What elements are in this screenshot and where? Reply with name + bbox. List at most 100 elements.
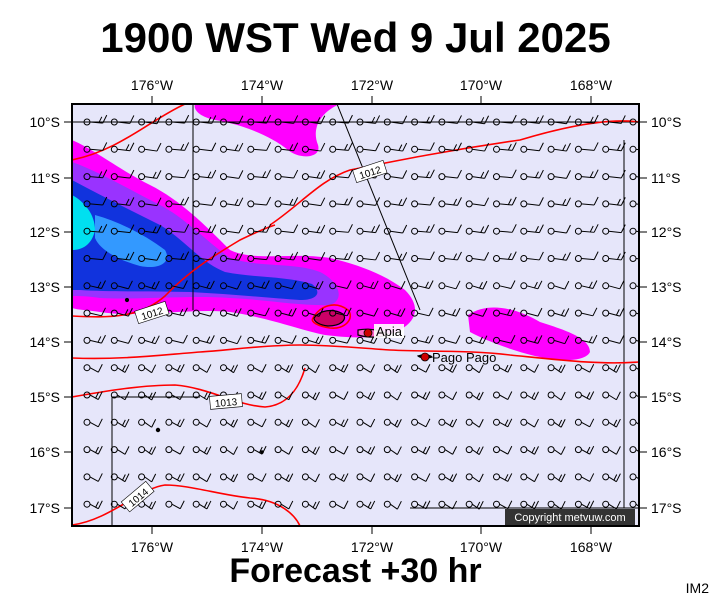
wind-barb xyxy=(356,224,381,235)
wind-barb xyxy=(247,224,272,235)
isobar-north-curve xyxy=(269,120,639,226)
wind-barb xyxy=(411,445,431,455)
wind-barb xyxy=(520,224,544,235)
wind-barb xyxy=(83,473,103,482)
wind-barb xyxy=(220,418,239,428)
wind-barb xyxy=(438,115,462,126)
wind-barb xyxy=(165,364,185,373)
wind-barb xyxy=(629,336,639,344)
wind-barb xyxy=(247,142,272,153)
wind-barb xyxy=(329,224,353,235)
wind-barb xyxy=(220,335,242,345)
wind-barb xyxy=(465,224,490,235)
wind-barb xyxy=(411,473,431,482)
wind-barb xyxy=(301,115,326,126)
wind-barb xyxy=(192,473,212,483)
wind-barb xyxy=(520,251,544,262)
wind-barb xyxy=(110,197,135,208)
wind-barb xyxy=(383,142,408,153)
longitude-label: 172°W xyxy=(351,539,394,555)
wind-barb xyxy=(192,169,217,181)
wind-barb xyxy=(574,364,595,373)
longitude-label: 174°W xyxy=(241,539,284,555)
wind-barb xyxy=(547,224,571,235)
wind-barb xyxy=(165,114,190,126)
wind-barb xyxy=(520,473,539,483)
wind-barb xyxy=(411,280,434,290)
wind-barb xyxy=(192,280,215,290)
wind-barb xyxy=(110,280,133,290)
wind-barb xyxy=(220,170,244,181)
wind-barbs xyxy=(83,114,639,510)
wind-barb xyxy=(438,307,461,317)
wind-barb xyxy=(438,418,458,428)
wind-barb xyxy=(329,251,353,262)
wind-barb xyxy=(274,446,294,455)
wind-barb xyxy=(629,418,639,426)
wind-barb xyxy=(274,364,294,373)
wind-barb xyxy=(438,251,462,262)
wind-barb xyxy=(83,224,108,235)
wind-barb xyxy=(247,307,270,317)
wind-barb xyxy=(220,197,244,208)
savaii-island xyxy=(313,309,346,327)
wind-barb xyxy=(165,500,185,510)
wind-barb xyxy=(574,334,598,344)
wind-barb xyxy=(83,445,103,455)
wind-barb xyxy=(547,500,566,510)
wind-barb xyxy=(493,224,517,235)
latitude-label: 13°S xyxy=(651,279,682,295)
wind-barb xyxy=(165,196,190,208)
wind-barb xyxy=(165,391,185,400)
wind-barb xyxy=(465,197,490,208)
wind-barb xyxy=(602,142,626,153)
map-title: 1900 WST Wed 9 Jul 2025 xyxy=(100,14,611,61)
place-label-apia: Apia xyxy=(376,324,403,339)
wind-barb xyxy=(465,500,484,510)
wind-barb xyxy=(247,334,270,344)
wind-barb xyxy=(329,364,349,373)
wind-barb xyxy=(602,418,621,428)
wind-barb xyxy=(520,335,543,344)
city-markers xyxy=(363,328,430,362)
wind-barb xyxy=(274,142,299,153)
wind-barb xyxy=(411,224,435,235)
wind-barb xyxy=(465,473,484,483)
wind-barb xyxy=(629,309,639,317)
wind-barb xyxy=(138,252,162,262)
wind-barb xyxy=(274,251,299,262)
rain-area-light-east xyxy=(468,307,590,361)
latitude-label: 11°S xyxy=(651,170,680,186)
wind-barb xyxy=(329,334,352,344)
wind-barb xyxy=(629,446,639,454)
wind-barb xyxy=(465,391,484,401)
wind-barb xyxy=(329,473,349,482)
wind-barb xyxy=(574,251,599,262)
wind-barb xyxy=(165,224,190,235)
isobar-samoa-loop xyxy=(311,304,352,329)
wind-barb xyxy=(438,197,462,208)
wind-barb xyxy=(138,224,162,235)
wind-barb xyxy=(220,280,242,290)
wind-barb xyxy=(110,142,135,153)
wind-barb xyxy=(520,115,544,126)
isobar-1014 xyxy=(72,484,301,526)
wind-barb xyxy=(574,418,595,428)
longitude-label: 170°W xyxy=(460,77,503,93)
place-labels: Apia Pago Pago xyxy=(374,324,496,365)
wind-barb xyxy=(247,251,272,262)
wind-barb xyxy=(383,197,408,208)
wind-barb xyxy=(220,252,244,262)
wind-barb xyxy=(520,391,539,401)
wind-barb xyxy=(520,446,539,455)
isobar-1012-north xyxy=(72,104,186,161)
wind-barb xyxy=(274,197,299,208)
wind-barb xyxy=(301,446,320,455)
wind-barb xyxy=(247,114,272,126)
wind-barb xyxy=(110,391,130,401)
wind-barb xyxy=(138,473,157,483)
isobar-1013 xyxy=(72,367,306,408)
wind-barb xyxy=(192,364,212,373)
wind-barb xyxy=(383,391,402,401)
wind-barb xyxy=(465,418,484,428)
